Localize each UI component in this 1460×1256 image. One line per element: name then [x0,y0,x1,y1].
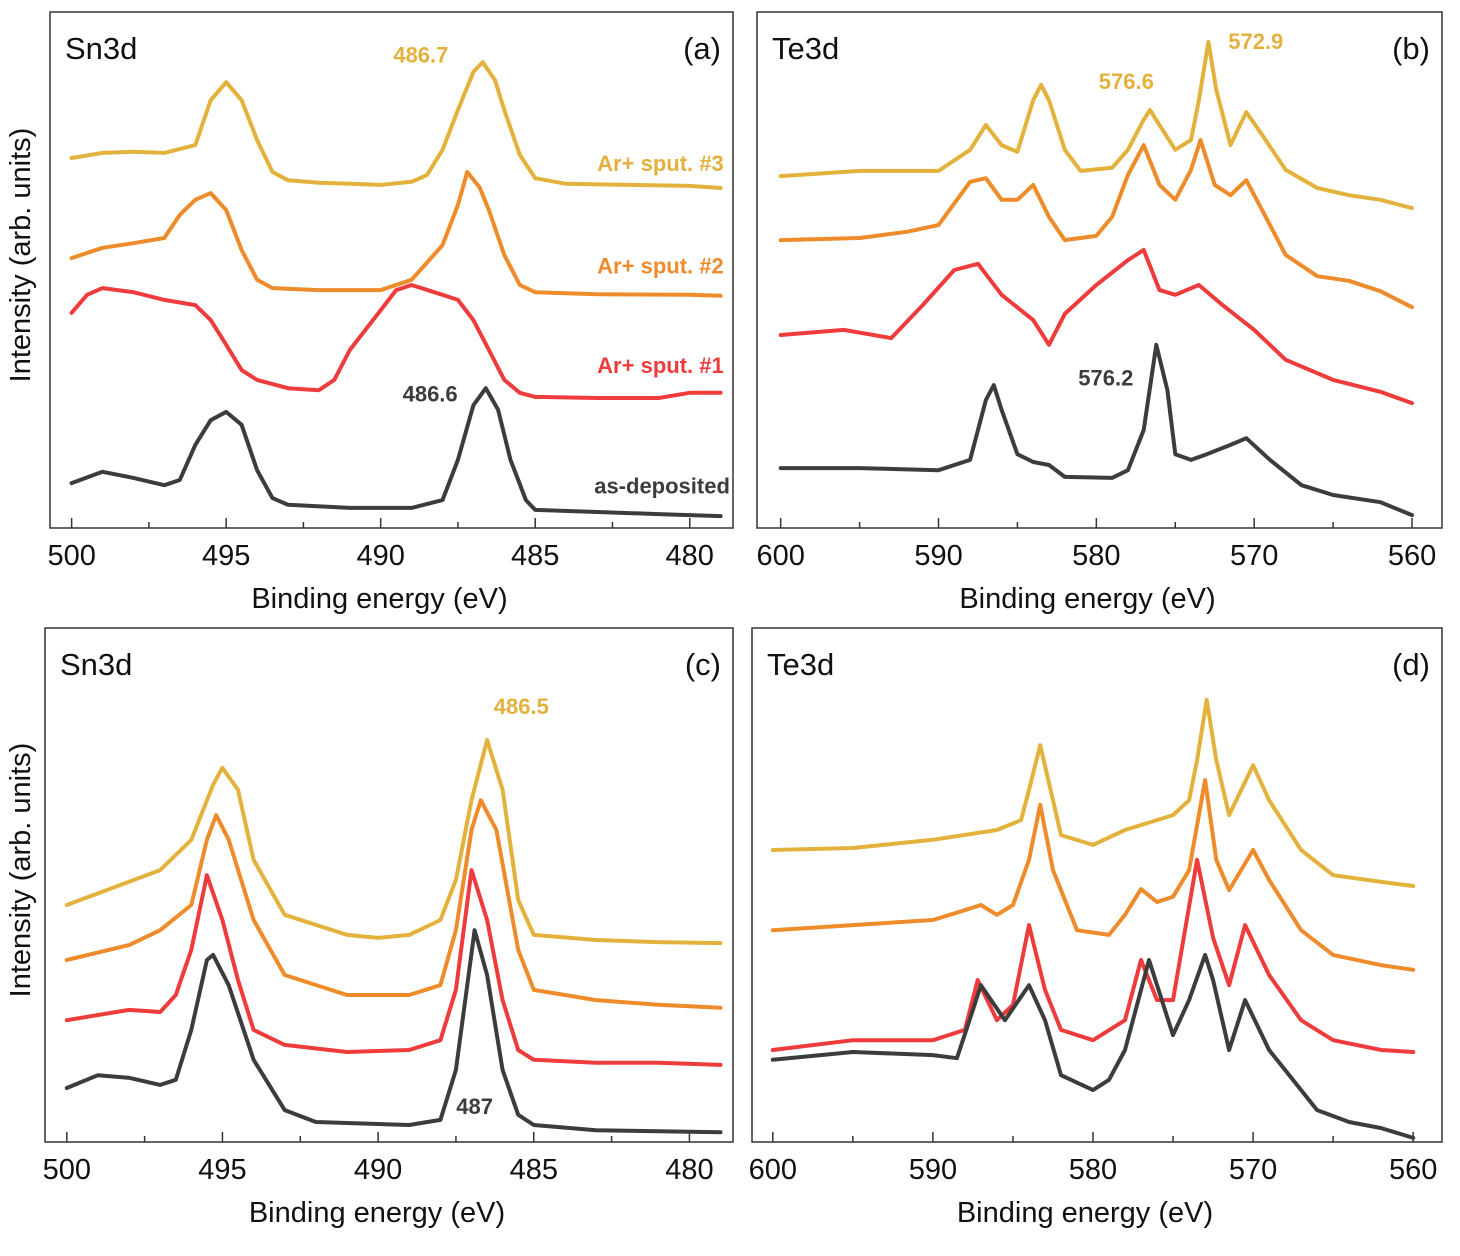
plot-frame [49,11,734,529]
x-tick-label: 485 [510,1154,558,1186]
spectrum-line-3 [64,928,723,1135]
spectrum-line-2 [770,857,1416,1054]
panel-letter: (d) [1392,647,1430,682]
peak-annotation: as-deposited [594,474,730,499]
x-tick-label: 590 [909,1154,957,1186]
x-tick-label: 580 [1072,540,1120,572]
peak-annotation: Ar+ sput. #1 [597,353,724,378]
x-tick-label: 580 [1069,1154,1117,1186]
spectrum-line-2 [64,868,723,1067]
spectrum-line-1 [778,138,1414,310]
spectrum-line-3 [770,952,1416,1140]
x-axis-label: Binding energy (eV) [959,583,1215,615]
spectrum-line-2 [778,247,1414,406]
x-tick-label: 495 [198,1154,246,1186]
x-tick-label: 570 [1229,1154,1277,1186]
x-tick-label: 600 [756,540,804,572]
panel-letter: (a) [683,31,721,66]
x-tick-label: 560 [1388,540,1436,572]
spectrum-line-2 [69,283,723,400]
panel-element-title: Te3d [772,31,839,66]
x-axis-label: Binding energy (eV) [957,1197,1213,1229]
peak-annotation: 576.2 [1078,366,1133,391]
peak-annotation: 487 [456,1094,493,1119]
spectrum-line-1 [770,778,1416,972]
peak-annotation: 486.7 [393,43,448,68]
y-axis-label: Intensity (arb. units) [5,128,37,383]
spectrum-line-0 [64,738,723,946]
x-tick-label: 495 [202,540,250,572]
spectrum-line-1 [64,798,723,1010]
spectrum-line-0 [770,698,1416,888]
panel-letter: (c) [685,647,721,682]
spectrum-line-3 [778,342,1414,518]
peak-annotation: Ar+ sput. #2 [597,254,724,279]
peak-annotation: 486.5 [494,694,549,719]
x-tick-label: 570 [1230,540,1278,572]
peak-annotation: Ar+ sput. #3 [597,151,724,176]
x-tick-label: 560 [1389,1154,1437,1186]
plot-frame [44,627,734,1143]
x-tick-label: 490 [354,1154,402,1186]
spectrum-line-0 [778,39,1414,211]
peak-annotation: 572.9 [1228,29,1283,54]
panel-letter: (b) [1392,31,1430,66]
spectrum-line-1 [69,170,723,298]
panel-c: 500 495 490 485 480 Binding energy (eV) Intens… [5,627,734,1229]
panel-d: 600 590 580 570 560 Binding energy (eV) Te3d (d… [749,627,1443,1229]
y-axis-label: Intensity (arb. units) [5,743,37,998]
x-tick-label: 480 [665,1154,713,1186]
spectrum-line-0 [69,60,723,190]
x-tick-label: 480 [666,540,714,572]
panel-a: 500 495 490 485 480 Binding energy (eV) Intens… [5,11,734,615]
plot-frame [751,627,1443,1143]
x-tick-label: 485 [511,540,559,572]
spectrum-line-3 [69,386,723,519]
peak-annotation: 576.6 [1099,69,1154,94]
panel-element-title: Sn3d [65,31,137,66]
x-tick-label: 490 [356,540,404,572]
x-axis-label: Binding energy (eV) [251,583,507,615]
x-axis-label: Binding energy (eV) [249,1197,505,1229]
panel-element-title: Te3d [767,647,834,682]
x-tick-label: 590 [914,540,962,572]
panel-element-title: Sn3d [60,647,132,682]
panel-b: 600 590 580 570 560 Binding energy (eV) Te3d (b… [756,11,1443,615]
plot-frame [756,11,1443,529]
x-tick-label: 500 [47,540,95,572]
x-tick-label: 600 [749,1154,797,1186]
x-tick-label: 500 [43,1154,91,1186]
peak-annotation: 486.6 [403,382,458,407]
